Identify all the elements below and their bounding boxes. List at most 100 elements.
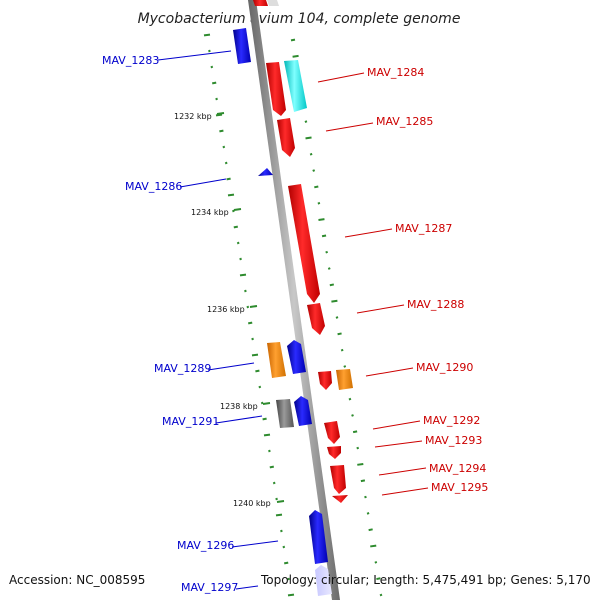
gene-mav-1284-cyan[interactable] [284, 60, 307, 112]
gene-mav-1283[interactable] [233, 28, 251, 64]
gc-tick [239, 273, 247, 277]
gene-mav-1290-orange[interactable] [336, 369, 353, 390]
tick-mark-1234 [233, 208, 242, 211]
gc-tick [227, 193, 235, 197]
gc-tick [366, 512, 370, 515]
gene-mav-1288[interactable] [307, 303, 325, 335]
gc-tick [348, 397, 352, 401]
tick-mark-1232 [216, 112, 225, 115]
gene-label-mav-1288[interactable]: MAV_1288 [407, 298, 464, 311]
gc-tick [246, 305, 250, 309]
gc-tick [263, 433, 271, 437]
gc-tick [317, 201, 321, 205]
gene-mav-1286[interactable] [258, 168, 273, 176]
gene-label-mav-1295[interactable]: MAV_1295 [431, 481, 488, 494]
gene-mav-1285[interactable] [277, 118, 295, 157]
gc-tick [219, 129, 224, 133]
gc-tick [292, 54, 299, 58]
gc-tick [262, 417, 267, 421]
gene-mav-1287[interactable] [288, 184, 320, 303]
gc-tick [232, 209, 235, 213]
gc-tick [312, 169, 316, 172]
gene-mav-1296[interactable] [309, 510, 328, 564]
gc-tick [282, 545, 286, 549]
tick-label-1234: 1234 kbp [191, 208, 229, 217]
gc-tick [226, 177, 231, 181]
gene-label-mav-1292[interactable]: MAV_1292 [423, 414, 480, 427]
gc-tick [255, 369, 260, 373]
gc-tick [239, 257, 242, 261]
gene-label-mav-1286[interactable]: MAV_1286 [125, 180, 182, 193]
gc-tick [251, 337, 254, 341]
gc-tick [325, 250, 329, 254]
genome-backbone [248, 0, 340, 600]
gene-mav-1293[interactable] [327, 446, 341, 459]
gene-mav-1292[interactable] [324, 421, 340, 444]
gc-tick [251, 353, 259, 357]
gene-mav-1295[interactable] [332, 495, 348, 503]
gc-tick [351, 414, 354, 417]
gc-tick [329, 283, 335, 287]
coordinate-ticks: 1232 kbp 1234 kbp 1236 kbp 1238 kbp 1240… [174, 112, 285, 508]
tick-mark-1240 [276, 500, 285, 503]
gc-tick [287, 593, 295, 597]
gc-tick [314, 185, 319, 189]
gene-label-mav-1287[interactable]: MAV_1287 [395, 222, 452, 235]
gc-tick [331, 299, 338, 303]
tick-mark-1238 [262, 402, 271, 405]
gc-tick [244, 289, 247, 293]
gc-tick [203, 33, 211, 37]
gene-mav-1284-red[interactable] [266, 62, 286, 116]
gc-tick [215, 113, 223, 117]
gc-tick [224, 161, 228, 165]
gc-tick [379, 593, 383, 597]
gene-label-mav-1296[interactable]: MAV_1296 [177, 539, 234, 552]
gene-label-mav-1294[interactable]: MAV_1294 [429, 462, 486, 475]
gc-tick [305, 136, 312, 140]
gene-mav-1291-gray[interactable] [276, 399, 294, 428]
gc-tick [260, 401, 264, 405]
gene-labels: MAV_1283 MAV_1284 MAV_1285 MAV_1286 MAV_… [102, 54, 488, 594]
gc-tick [284, 561, 289, 565]
gc-tick [357, 463, 364, 466]
gene-mav-1294[interactable] [330, 465, 346, 494]
gene-label-mav-1297[interactable]: MAV_1297 [181, 581, 238, 594]
tick-label-1240: 1240 kbp [233, 499, 271, 508]
gc-tick [236, 241, 240, 245]
gene-label-mav-1293[interactable]: MAV_1293 [425, 434, 482, 447]
tick-label-1238: 1238 kbp [220, 402, 258, 411]
gene-mav-1290-red[interactable] [318, 371, 332, 390]
gene-partial-top-red[interactable] [253, 0, 268, 6]
gene-mav-1289-orange[interactable] [267, 342, 286, 378]
gene-label-mav-1283[interactable]: MAV_1283 [102, 54, 159, 67]
tick-label-1232: 1232 kbp [174, 112, 212, 121]
gc-tick [321, 234, 327, 238]
gc-tick [280, 529, 283, 533]
gc-tick [233, 225, 238, 229]
accession-text: Accession: NC_008595 [9, 573, 146, 587]
gc-tick [287, 577, 290, 581]
gc-tick [304, 120, 308, 123]
gc-tick [272, 481, 276, 485]
gc-tick [368, 528, 373, 532]
gene-mav-1291-blue[interactable] [294, 396, 312, 426]
gene-label-mav-1289[interactable]: MAV_1289 [154, 362, 211, 375]
gc-tick [337, 332, 342, 336]
gc-tick [374, 561, 378, 564]
gene-label-mav-1284[interactable]: MAV_1284 [367, 66, 424, 79]
gc-tick [318, 218, 325, 221]
gc-tick [258, 385, 262, 389]
gene-label-mav-1285[interactable]: MAV_1285 [376, 115, 433, 128]
gene-mav-1289-blue[interactable] [287, 340, 306, 374]
tick-label-1236: 1236 kbp [207, 305, 245, 314]
gene-mav-1297[interactable] [315, 565, 332, 596]
gc-tick [268, 449, 271, 453]
gc-tick [370, 544, 377, 548]
gene-label-mav-1291[interactable]: MAV_1291 [162, 415, 219, 428]
gc-tick [356, 446, 360, 450]
gene-partial-top-gray[interactable] [267, 0, 279, 6]
gene-label-mav-1290[interactable]: MAV_1290 [416, 361, 473, 374]
gene-features [233, 0, 353, 596]
gc-tick [360, 479, 366, 483]
